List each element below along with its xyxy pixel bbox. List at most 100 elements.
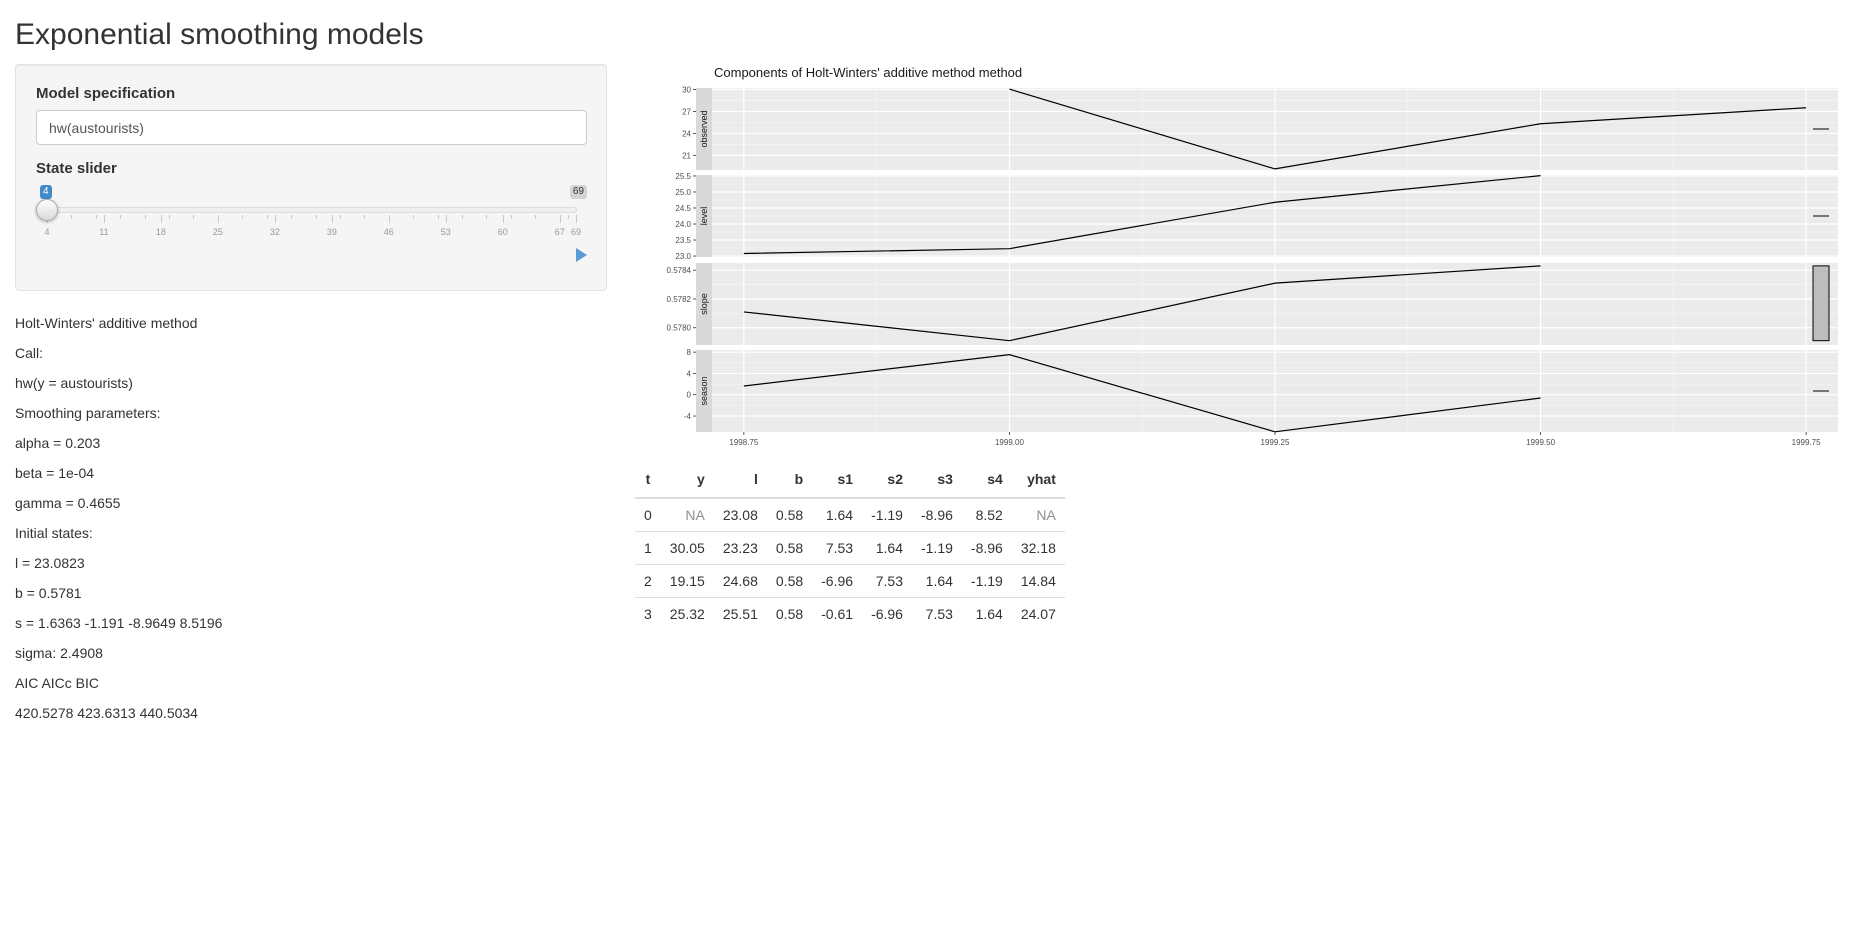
summary-line: b = 0.5781 — [15, 585, 82, 601]
table-cell: 0 — [635, 497, 661, 532]
table-cell: -1.19 — [862, 497, 912, 532]
table-cell: 2 — [635, 564, 661, 598]
table-header-cell: yhat — [1011, 460, 1065, 499]
slider-tick — [413, 215, 415, 219]
x-tick-label: 1999.50 — [1526, 438, 1555, 447]
slider-tick — [445, 215, 447, 223]
table-row: 2 19.15 24.68 0.58 -6.96 7.53 1.64 -1.19 14.84 — [635, 564, 1065, 598]
table-row: 0 NA 23.08 0.58 1.64 -1.19 -8.96 8.52 NA — [635, 497, 1065, 532]
panel-strip-label: slope — [699, 293, 709, 315]
table-cell: 19.15 — [660, 564, 714, 598]
slider-ticks: 4 11 18 25 32 39 46 53 60 67 69 — [36, 215, 587, 245]
y-tick-label: 24 — [682, 129, 691, 138]
slider-tick-label: 18 — [155, 227, 166, 237]
y-tick-label: 27 — [682, 107, 691, 116]
state-slider-label: State slider — [36, 160, 117, 177]
series-line-slope — [743, 265, 1541, 342]
table-cell: 23.23 — [713, 531, 767, 565]
y-tick-label: 24.5 — [675, 204, 691, 213]
table-row: 3 25.32 25.51 0.58 -0.61 -6.96 7.53 1.64 24.07 — [635, 597, 1065, 630]
panel-strip — [696, 88, 712, 170]
table-cell: 3 — [635, 597, 661, 630]
scale-bar — [1812, 265, 1830, 342]
model-summary: Holt-Winters' additive method Call: hw(y =… — [15, 314, 575, 734]
table-row: 1 30.05 23.23 0.58 7.53 1.64 -1.19 -8.96 32.18 — [635, 531, 1065, 565]
table-cell: 1.64 — [961, 597, 1012, 630]
summary-line: Initial states: — [15, 525, 93, 541]
summary-line: AIC AICc BIC — [15, 675, 100, 691]
play-icon[interactable] — [576, 248, 587, 262]
slider-tick — [559, 215, 561, 223]
table-cell: 7.53 — [911, 597, 962, 630]
slider-tick — [169, 215, 171, 219]
x-tick-label: 1999.75 — [1792, 438, 1821, 447]
table-cell: 7.53 — [812, 531, 863, 565]
model-spec-input[interactable] — [36, 110, 587, 145]
table-cell: 23.08 — [713, 497, 767, 532]
table-header-cell: b — [766, 460, 813, 499]
table-cell: -6.96 — [862, 597, 912, 630]
slider-tick — [95, 215, 97, 219]
slider-tick — [217, 215, 219, 223]
summary-line: gamma = 0.4655 — [15, 495, 121, 511]
x-tick-label: 1999.00 — [995, 438, 1024, 447]
summary-line: beta = 1e-04 — [15, 465, 95, 481]
table-cell: NA — [1011, 497, 1065, 532]
slider-tick — [266, 215, 268, 219]
table-cell: -0.61 — [812, 597, 863, 630]
slider-tick-label: 32 — [269, 227, 280, 237]
slider-tick — [388, 215, 390, 223]
slider-handle[interactable] — [36, 199, 58, 221]
table-cell: 0.58 — [766, 597, 813, 630]
table-cell: 24.07 — [1011, 597, 1065, 630]
table-header-cell: l — [713, 460, 767, 499]
table-cell: 0.58 — [766, 564, 813, 598]
slider-tick-label: 46 — [383, 227, 394, 237]
slider-tick — [535, 215, 537, 219]
slider-tick — [242, 215, 244, 219]
slider-tick — [567, 215, 569, 219]
slider-tick — [144, 215, 146, 219]
y-tick-label: 24.0 — [675, 220, 691, 229]
summary-line: l = 23.0823 — [15, 555, 85, 571]
panel-strip — [696, 263, 712, 345]
slider-track[interactable] — [46, 207, 577, 213]
table-header-cell: s4 — [961, 460, 1012, 499]
series-line-level — [743, 175, 1541, 255]
state-slider[interactable]: 4 69 4 11 18 25 32 39 46 53 60 67 69 — [36, 185, 587, 275]
slider-tick-label: 60 — [497, 227, 508, 237]
components-chart-svg: Components of Holt-Winters' additive met… — [667, 65, 1838, 447]
components-chart: Components of Holt-Winters' additive met… — [630, 60, 1840, 455]
states-table: t y l b s1 s2 s3 s4 yhat 0 NA 23.08 0.58 1.64 -1.19 -8… — [635, 460, 1065, 630]
table-cell: 24.68 — [713, 564, 767, 598]
y-tick-label: 0.5784 — [667, 266, 692, 275]
table-header-cell: s2 — [862, 460, 912, 499]
slider-tick — [274, 215, 276, 223]
table-cell: -1.19 — [911, 531, 962, 565]
panel-strip — [696, 175, 712, 257]
y-tick-label: 0.5782 — [667, 295, 692, 304]
table-header-cell: y — [660, 460, 714, 499]
table-header-row: t y l b s1 s2 s3 s4 yhat — [635, 460, 1065, 499]
summary-line: hw(y = austourists) — [15, 375, 133, 391]
slider-tick — [160, 215, 162, 223]
table-cell: 0.58 — [766, 497, 813, 532]
summary-line: alpha = 0.203 — [15, 435, 101, 451]
slider-tick-label: 39 — [326, 227, 337, 237]
y-tick-label: 4 — [687, 369, 692, 378]
slider-tick-label: 67 — [554, 227, 565, 237]
y-tick-label: 0.5780 — [667, 324, 692, 333]
panel-strip-label: observed — [699, 110, 709, 147]
series-line-season — [743, 354, 1541, 433]
summary-line: Call: — [15, 345, 44, 361]
slider-tick — [437, 215, 439, 219]
slider-tick-label: 69 — [570, 227, 582, 237]
y-tick-label: 0 — [687, 391, 692, 400]
table-header-cell: t — [635, 460, 661, 499]
table-cell: -8.96 — [961, 531, 1012, 565]
slider-tick — [339, 215, 341, 219]
slider-value-badge: 4 — [40, 185, 52, 199]
summary-line: s = 1.6363 -1.191 -8.9649 8.5196 — [15, 615, 223, 631]
panel-strip-label: season — [699, 376, 709, 405]
slider-tick — [331, 215, 333, 223]
